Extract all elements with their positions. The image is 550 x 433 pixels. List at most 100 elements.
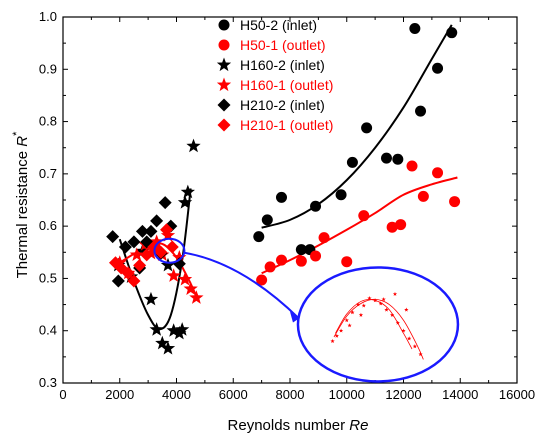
inset-point	[381, 297, 386, 302]
inset-point	[378, 301, 383, 306]
data-point-star-3	[129, 247, 144, 261]
data-point-star-3	[143, 245, 159, 260]
legend-marker-circle-0	[218, 19, 230, 31]
legend-label-3: H160-1 (outlet)	[240, 77, 333, 93]
data-point-circle-1	[395, 219, 407, 231]
data-point-star-3	[149, 234, 164, 248]
data-point-circle-1	[406, 160, 418, 172]
legend-label-5: H210-1 (outlet)	[240, 117, 333, 133]
inset-point	[338, 328, 344, 333]
x-tick-label: 12000	[385, 387, 421, 402]
data-point-circle-0	[253, 231, 265, 243]
y-tick-label: 0.4	[39, 323, 57, 338]
inset-fit-a	[333, 298, 424, 360]
legend-marker-star-3	[216, 77, 232, 92]
data-point-star-2	[149, 322, 164, 336]
x-tick-label: 6000	[219, 387, 248, 402]
data-point-star-2	[180, 184, 195, 199]
x-axis-label-symbol: Re	[349, 417, 368, 433]
data-point-diamond-4	[150, 214, 164, 228]
inset-point	[418, 351, 423, 357]
y-tick-label: 0.9	[39, 61, 57, 76]
legend: H50-2 (inlet) H50-1 (outlet) H160-2 (inlet…	[216, 17, 333, 133]
legend-label-4: H210-2 (inlet)	[240, 97, 325, 113]
data-point-circle-0	[335, 189, 347, 201]
data-point-circle-0	[409, 23, 421, 35]
data-point-star-3	[172, 250, 187, 264]
data-point-star-2	[177, 195, 193, 209]
data-point-diamond-5	[133, 258, 147, 272]
data-point-circle-1	[417, 190, 429, 202]
data-point-diamond-4	[118, 240, 132, 254]
legend-marker-diamond-4	[217, 98, 231, 112]
data-point-circle-0	[446, 27, 458, 39]
data-point-circle-1	[386, 221, 398, 233]
inset-point	[330, 338, 335, 343]
data-point-diamond-5	[165, 240, 179, 254]
data-point-diamond-4	[127, 235, 141, 249]
data-point-star-2	[175, 322, 190, 336]
zoom-inset-ellipse	[296, 266, 460, 383]
data-point-circle-0	[275, 191, 287, 203]
inset-fit-b	[335, 299, 413, 350]
x-axis-label: Reynolds number Re	[228, 417, 369, 433]
data-point-star-3	[183, 281, 198, 295]
y-tick-label: 0.7	[39, 166, 57, 181]
legend-label-2: H160-2 (inlet)	[240, 57, 325, 73]
inset-point	[412, 344, 417, 349]
data-point-circle-1	[310, 250, 322, 262]
data-point-star-2	[186, 138, 201, 153]
inset-point	[361, 303, 366, 308]
inset-point	[350, 310, 355, 315]
x-tick-label: 14000	[442, 387, 478, 402]
data-point-star-2	[135, 243, 150, 258]
zoom-connector	[184, 251, 300, 320]
data-point-circle-1	[275, 254, 287, 266]
y-tick-label: 0.3	[39, 375, 57, 390]
data-point-circle-0	[415, 105, 427, 117]
zoom-source-circle	[153, 237, 186, 264]
inset-point	[392, 291, 398, 296]
data-point-star-3	[166, 268, 181, 282]
inset-point	[390, 312, 395, 317]
y-tick-label: 0.6	[39, 218, 57, 233]
inset-point	[355, 302, 361, 307]
data-point-star-2	[160, 340, 176, 355]
legend-marker-circle-1	[218, 39, 230, 51]
legend-marker-star-2	[216, 57, 232, 72]
data-point-star-2	[143, 291, 159, 306]
inset-point	[358, 312, 364, 317]
data-point-circle-1	[358, 210, 370, 222]
data-point-circle-0	[380, 152, 392, 164]
data-point-circle-1	[256, 274, 268, 286]
legend-marker-diamond-5	[217, 118, 231, 132]
y-axis-label-symbol: R	[14, 136, 31, 147]
data-point-diamond-5	[154, 245, 168, 259]
x-tick-label: 0	[59, 387, 66, 402]
inset-point	[372, 298, 378, 303]
data-point-circle-0	[346, 156, 358, 168]
data-point-circle-0	[261, 214, 273, 226]
data-point-diamond-5	[121, 266, 135, 280]
data-point-star-2	[160, 257, 176, 272]
data-point-circle-0	[295, 244, 307, 256]
data-point-diamond-5	[127, 274, 141, 288]
inset-point	[395, 320, 400, 325]
x-tick-label: 8000	[276, 387, 305, 402]
data-point-diamond-5	[140, 248, 154, 262]
y-axis-label: Thermal resistance R*	[11, 131, 31, 279]
fit-curve-0	[261, 24, 453, 229]
legend-label-1: H50-1 (outlet)	[240, 37, 326, 53]
data-point-star-3	[189, 290, 204, 304]
x-tick-label: 2000	[105, 387, 134, 402]
data-point-diamond-5	[160, 223, 174, 237]
data-point-star-2	[166, 323, 181, 337]
data-point-circle-1	[264, 261, 276, 273]
zoom-arrowhead	[289, 311, 299, 323]
data-point-star-2	[155, 335, 170, 350]
y-axis-label-text: Thermal resistance	[14, 151, 31, 279]
data-point-diamond-4	[106, 230, 120, 244]
inset-point	[407, 336, 412, 341]
data-point-diamond-4	[144, 224, 158, 238]
